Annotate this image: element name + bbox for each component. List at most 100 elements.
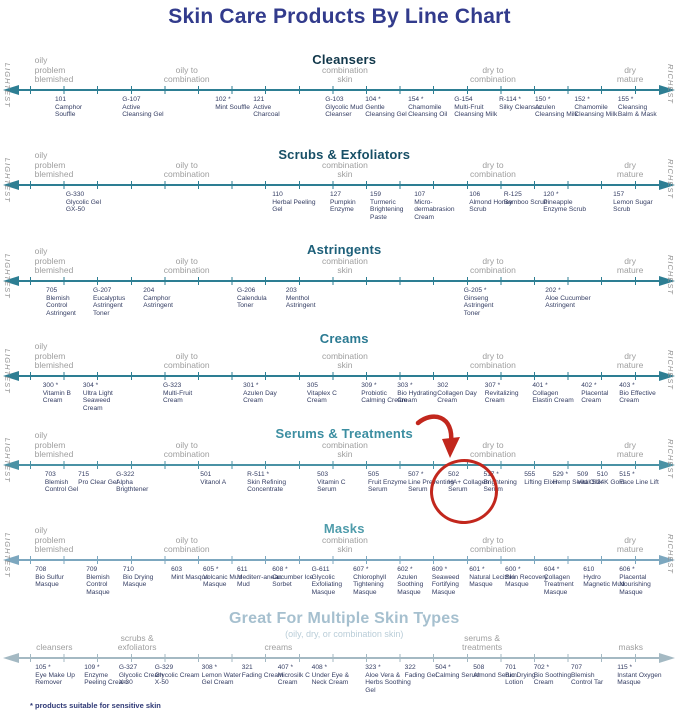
edge-label-lightest: LIGHTEST xyxy=(3,438,12,483)
product-name: Bio Hydrating Cream xyxy=(397,389,437,405)
skin-zone-line: dry to xyxy=(482,534,504,545)
product-code: 707 xyxy=(571,664,583,671)
skin-zone-label: dry to combination xyxy=(470,65,516,84)
product-code: 102 * xyxy=(215,96,231,103)
product-label: 515 * Face Line Lift xyxy=(619,471,665,486)
axis-line xyxy=(3,85,675,95)
product-label: 309 * Probiotic Calming Cream xyxy=(361,382,407,405)
product-code: 609 * xyxy=(431,566,448,573)
skin-zone-line: serums & xyxy=(464,632,501,643)
product-label: 503 Vitamin C Serum xyxy=(317,471,363,494)
skin-zone-line: dry xyxy=(624,159,637,170)
product-label: 121 Active Charcoal xyxy=(253,96,299,119)
product-label: 710 Bio Drying Masque xyxy=(123,566,169,589)
skin-zone-line: blemished xyxy=(34,168,74,179)
product-code: G-154 xyxy=(454,96,473,103)
product-name: Natural Lecithin Masque xyxy=(469,573,516,589)
product-label: 508 Almond Serum xyxy=(473,664,519,679)
product-name: Collagen Day Cream xyxy=(437,389,477,405)
skin-zone-line: skin xyxy=(337,264,353,275)
product-code: G-205 * xyxy=(463,287,487,294)
product-code: 109 * xyxy=(84,664,100,671)
product-code: 401 * xyxy=(532,382,548,389)
product-label: 708 Bio Sulfur Masque xyxy=(35,566,81,589)
product-code: 157 xyxy=(613,191,625,198)
product-name: Fading Cream xyxy=(241,671,284,679)
product-code: 705 xyxy=(46,287,58,294)
skin-zone-line: exfoliators xyxy=(117,641,157,652)
skin-zone-line: oily to xyxy=(175,350,198,361)
product-code: 403 * xyxy=(619,382,635,389)
skin-zone-line: dry xyxy=(624,534,637,545)
skin-zone-label: combination skin xyxy=(322,440,368,459)
product-label: 605 * Volcanic Mud Masque xyxy=(203,566,249,589)
edge-label-richest: RICHEST xyxy=(666,255,675,295)
product-code: 104 * xyxy=(365,96,381,103)
product-name: Enzyme Peeling Cream xyxy=(84,671,128,687)
product-label: 159 Turmeric Brightening Paste xyxy=(370,191,416,221)
skin-zone-line: dry xyxy=(624,350,637,361)
product-code: 304 * xyxy=(82,382,99,389)
skin-zone-line: combination xyxy=(470,543,516,554)
product-code: 508 xyxy=(473,664,485,671)
product-label: 606 * Placental Nourishing Masque xyxy=(619,566,665,596)
product-label: 109 * Enzyme Peeling Cream xyxy=(84,664,130,687)
product-name: Eye Make Up Remover xyxy=(35,671,75,687)
axis-ticks xyxy=(30,86,648,94)
product-name: Revitalizing Cream xyxy=(484,389,519,405)
product-code: 303 * xyxy=(397,382,413,389)
product-code: 715 xyxy=(78,471,90,478)
product-name: Cleansing Balm & Mask xyxy=(617,103,657,119)
product-name: Mint Masque xyxy=(171,573,209,581)
product-code: 504 * xyxy=(435,664,451,671)
product-code: G-329 xyxy=(154,664,174,671)
edge-label-richest: RICHEST xyxy=(666,159,675,199)
axis-line xyxy=(3,276,675,286)
section-title-cleansers: Cleansers xyxy=(312,52,377,67)
product-name: Lifting Elixir xyxy=(524,478,558,486)
product-name: Bio Soothing Cream xyxy=(533,671,572,687)
axis-ticks xyxy=(30,277,648,285)
skin-zone-line: combination xyxy=(163,543,210,554)
product-name: Glycolic Gel GX-50 xyxy=(65,198,102,214)
product-name: Collagen Elastin Cream xyxy=(532,389,574,405)
product-label: 155 * Cleansing Balm & Mask xyxy=(618,96,664,119)
product-code: G-103 xyxy=(325,96,344,103)
skin-zone-label: dry to combination xyxy=(470,440,516,459)
skin-zone-label: dry to combination xyxy=(470,160,516,179)
product-label: G-327 Glycolic Cream X-30 xyxy=(119,664,165,687)
product-code: 105 * xyxy=(35,664,51,671)
axis-arrow-right-icon xyxy=(659,371,675,381)
axis-arrow-left-icon xyxy=(3,180,19,190)
skin-zone-label: oily problem blemished xyxy=(35,247,74,275)
product-label: 609 * Seaweed Fortifying Masque xyxy=(432,566,478,596)
product-name: Probiotic Calming Cream xyxy=(361,389,408,405)
skin-zone-line: combination xyxy=(322,255,368,266)
product-name: Azulen Soothing Masque xyxy=(397,573,424,596)
skin-zone-line: combination xyxy=(163,73,210,84)
product-label: 152 * Chamomile Cleansing Milk xyxy=(574,96,620,119)
product-label: 322 Fading Gel xyxy=(405,664,451,679)
product-label: 150 * Azulen Cleansing Milk xyxy=(535,96,581,119)
skin-zone-label: dry mature xyxy=(617,256,643,275)
product-name: Bio Drying Masque xyxy=(122,573,154,589)
product-name: Eucalyptus Astringent Toner xyxy=(93,294,126,317)
edge-label-lightest: LIGHTEST xyxy=(3,158,12,203)
section-title-multiple-skin-types: Great For Multiple Skin Types xyxy=(229,610,460,627)
product-label: 307 * Revitalizing Cream xyxy=(485,382,531,405)
skin-zone-label: combination skin xyxy=(322,65,368,84)
product-code: 709 xyxy=(86,566,98,573)
skin-zone-label: oily to combination xyxy=(164,160,210,179)
skin-zone-line: skin xyxy=(337,73,353,84)
product-label: 600 * Skin Recovery Masque xyxy=(505,566,551,589)
skin-zone-line: combination xyxy=(163,448,210,459)
skin-zone-line: oily xyxy=(34,150,48,161)
skin-zone-line: skin xyxy=(337,168,353,179)
skin-zone-line: problem xyxy=(34,255,66,266)
product-code: 602 * xyxy=(397,566,413,573)
product-code: R-511 * xyxy=(247,471,270,478)
product-name: Hemp Seed Oil xyxy=(552,478,598,486)
